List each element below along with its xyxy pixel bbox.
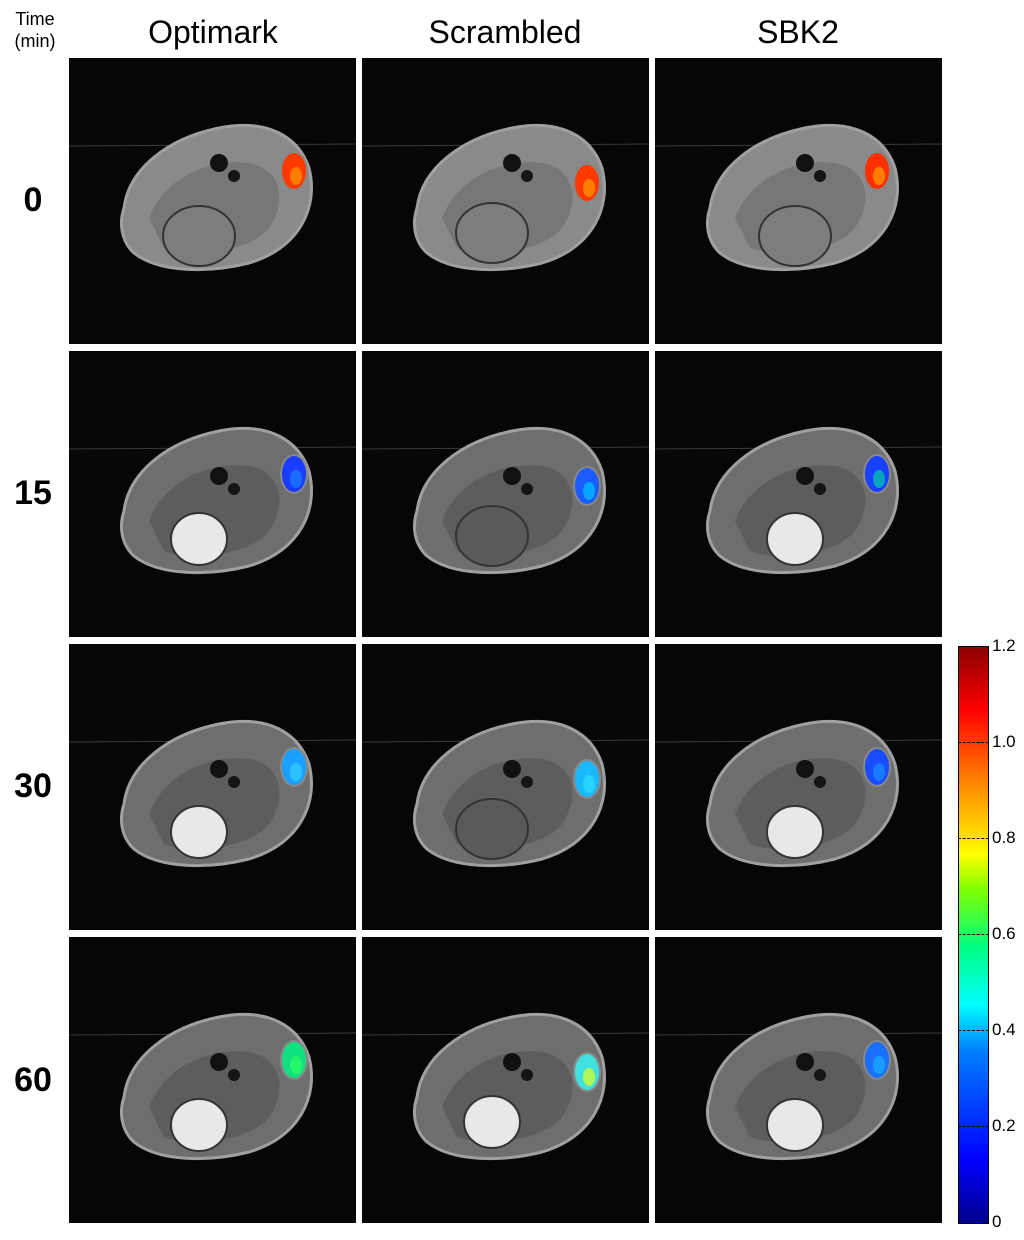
mri-panel-r1-c1 — [362, 351, 649, 637]
row-label-15: 15 — [14, 474, 52, 512]
colorbar-tick-mark — [958, 838, 989, 839]
colorbar-tick-label: 0 — [992, 1212, 1002, 1231]
colorbar-tick-label: 0.8 — [992, 828, 1016, 847]
mri-panel-r2-c1 — [362, 644, 649, 930]
colorbar-tick-label: 0.2 — [992, 1116, 1016, 1135]
mri-panel-r0-c2 — [655, 58, 942, 344]
row-label-60: 60 — [14, 1061, 52, 1099]
mri-panel-r1-c0 — [69, 351, 356, 637]
colorbar-tick-mark — [958, 934, 989, 935]
mri-panel-r2-c0 — [69, 644, 356, 930]
row-label-0: 0 — [23, 181, 43, 219]
colorbar-tick-mark — [958, 1030, 989, 1031]
colorbar-tick-label: 0.6 — [992, 924, 1016, 943]
colorbar-tick-label: 0.4 — [992, 1020, 1016, 1039]
colorbar-gradient — [958, 646, 989, 1224]
colorbar-tick-mark — [958, 1126, 989, 1127]
mri-panel-r3-c1 — [362, 937, 649, 1223]
colorbar-tick-label: 1.2 — [992, 636, 1016, 655]
column-title-sbk2: SBK2 — [757, 14, 839, 50]
mri-panel-r2-c2 — [655, 644, 942, 930]
mri-panel-r0-c1 — [362, 58, 649, 344]
colorbar-tick-mark — [958, 742, 989, 743]
time-axis-label: Time (min) — [14, 9, 56, 51]
column-title-optimark: Optimark — [148, 14, 278, 50]
mri-panel-r3-c2 — [655, 937, 942, 1223]
column-title-scrambled: Scrambled — [428, 14, 582, 50]
row-label-30: 30 — [14, 767, 52, 805]
colorbar: 1.2 1.0 0.8 0.6 0.4 0.2 0 — [958, 637, 1024, 1231]
mri-panel-r0-c0 — [69, 58, 356, 344]
mri-panel-r3-c0 — [69, 937, 356, 1223]
colorbar-tick-label: 1.0 — [992, 732, 1016, 751]
mri-panel-r1-c2 — [655, 351, 942, 637]
